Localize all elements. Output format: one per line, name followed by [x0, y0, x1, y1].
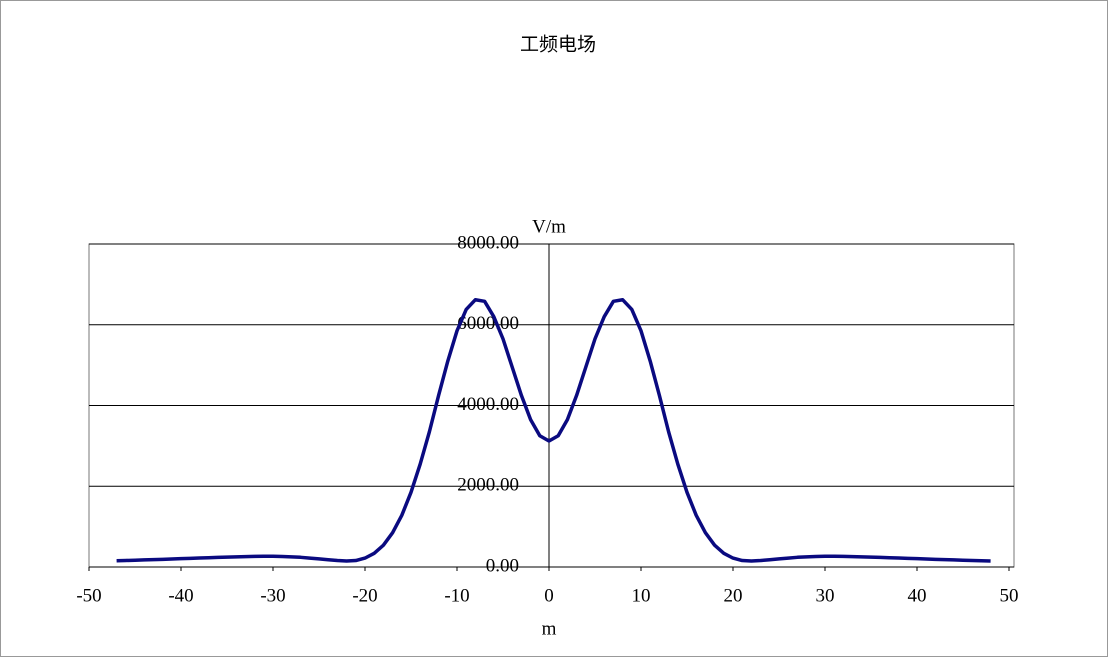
- y-axis-title: V/m: [532, 216, 566, 237]
- line: [116, 297, 991, 563]
- x-tick-label: -30: [260, 585, 285, 606]
- y-tick-label: 2000.00: [457, 475, 519, 496]
- y-tick-label: 8000.00: [457, 232, 519, 253]
- x-tick-label: 10: [632, 585, 651, 606]
- chart-title: 工频电场: [520, 33, 596, 55]
- y-tick-label: 0.00: [486, 555, 519, 576]
- x-tick-label: -50: [76, 585, 101, 606]
- x-tick-label: -40: [168, 585, 193, 606]
- y-tick-label: 4000.00: [457, 394, 519, 415]
- x-tick-label: 20: [724, 585, 743, 606]
- x-tick-label: 40: [908, 585, 927, 606]
- x-tick-label: -10: [444, 585, 469, 606]
- x-tick-label: -20: [352, 585, 377, 606]
- y-tick-label: 6000.00: [457, 313, 519, 334]
- x-axis-title: m: [542, 618, 557, 639]
- x-tick-label: 0: [544, 585, 554, 606]
- x-tick-label: 50: [1000, 585, 1019, 606]
- x-tick-label: 30: [816, 585, 835, 606]
